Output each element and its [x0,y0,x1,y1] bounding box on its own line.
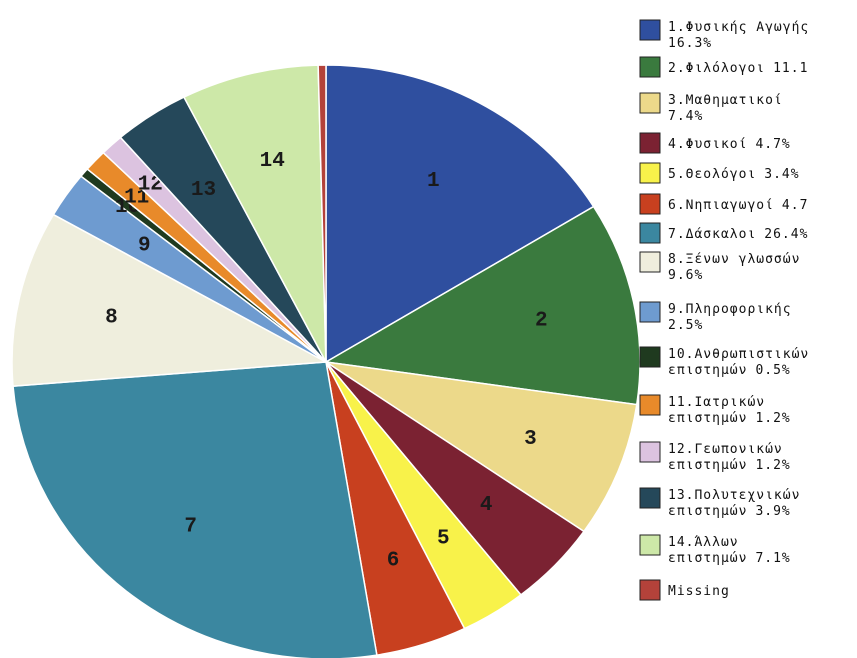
legend-text: 12.Γεωπονικών [668,442,783,457]
legend-label: 2.Φιλόλογοι 11.1 [668,61,808,76]
legend-swatch [639,193,661,215]
legend-text: επιστημών [668,551,747,566]
legend-text: 9.Πληροφορικής [668,302,792,317]
legend-label: επιστημών 1.2% [668,411,791,426]
legend-label: επιστημών 0.5% [668,363,791,378]
slice-label: 8 [105,306,118,329]
legend-label: 8.Ξένων γλωσσών [668,252,800,267]
pie-slice [12,361,378,658]
legend-text: 4.Φυσικοί [668,137,747,152]
legend-value: 16.3% [668,36,712,51]
legend-label: 4.Φυσικοί 4.7% [668,137,791,152]
legend-value: 4.7% [755,137,790,152]
legend-text: 14.Άλλων [668,535,739,550]
legend-label: επιστημών 1.2% [668,458,791,473]
legend-label: 1.Φυσικής Αγωγής [668,20,809,35]
legend-label: 10.Ανθρωπιστικών [668,347,809,362]
legend-text: 11.Ιατρικών [668,395,765,410]
legend-swatch [639,534,661,556]
legend-value: 9.6% [668,268,703,283]
legend-text: 1.Φυσικής Αγωγής [668,20,809,35]
legend-label: 11.Ιατρικών [668,395,765,410]
slice-label: 3 [524,428,537,451]
legend-swatch [639,92,661,114]
legend-text: 6.Νηπιαγωγοί [668,198,774,213]
pie-slice [317,64,327,363]
slice-label: 13 [191,179,216,202]
slice-label: 1 [427,170,440,193]
legend-text: 13.Πολυτεχνικών [668,488,800,503]
legend-text: 8.Ξένων γλωσσών [668,252,800,267]
legend-swatch [639,56,661,78]
slice-label: 4 [480,494,493,517]
legend-label: 13.Πολυτεχνικών [668,488,800,503]
legend-value: 7.1% [755,551,790,566]
legend-label: 7.Δάσκαλοι 26.4% [668,227,808,242]
pie-slice [11,213,329,387]
pie-slice [323,205,641,406]
legend-label: 3.Μαθηματικοί [668,93,783,108]
legend-text: Missing [668,584,730,599]
slice-label: 5 [437,527,450,550]
legend-text: 7.Δάσκαλοι [668,227,756,242]
legend-swatch [639,132,661,154]
legend-text: επιστημών [668,363,747,378]
legend-swatch [639,487,661,509]
legend-label: Missing [668,584,730,599]
legend-text: 5.Θεολόγοι [668,167,756,182]
legend-text: 10.Ανθρωπιστικών [668,347,809,362]
legend-value: 11.1 [773,61,808,76]
legend-swatch [639,441,661,463]
legend-label: 5.Θεολόγοι 3.4% [668,167,800,182]
legend-value: 4.7 [782,198,808,213]
legend-value: 3.4% [764,167,799,182]
legend-value: 1.2% [755,458,790,473]
pie-slice [325,64,595,364]
legend-label: επιστημών 3.9% [668,504,791,519]
legend-swatch [639,19,661,41]
slice-label: 2 [535,310,548,333]
legend-swatch [639,162,661,184]
legend-label: επιστημών 7.1% [668,551,791,566]
slice-label: 7 [184,515,197,538]
legend-swatch [639,346,661,368]
legend-swatch [639,394,661,416]
legend-label: 9.Πληροφορικής [668,302,792,317]
legend-label: 14.Άλλων [668,535,739,550]
slice-label: 6 [387,550,400,573]
legend-text: επιστημών [668,458,747,473]
pie-slice [182,64,327,363]
pie-slice [325,361,638,533]
legend-swatch [639,251,661,273]
legend-value: 3.9% [755,504,790,519]
legend-swatch [639,301,661,323]
slice-label: 9 [138,235,151,258]
slice-label: 12 [138,174,163,197]
legend-value: 0.5% [755,363,790,378]
legend-label: 12.Γεωπονικών [668,442,783,457]
legend-value: 7.4% [668,109,703,124]
legend-swatch [639,222,661,244]
legend-text: 2.Φιλόλογοι [668,61,765,76]
legend-text: 3.Μαθηματικοί [668,93,783,108]
slice-label: 14 [260,150,285,173]
legend-label: 6.Νηπιαγωγοί 4.7 [668,198,808,213]
legend-value: 2.5% [668,318,703,333]
legend-swatch [639,579,661,601]
legend-text: επιστημών [668,411,747,426]
legend-value: 26.4% [764,227,808,242]
slice-label: 11 [124,186,149,209]
legend-value: 1.2% [755,411,790,426]
legend-text: επιστημών [668,504,747,519]
